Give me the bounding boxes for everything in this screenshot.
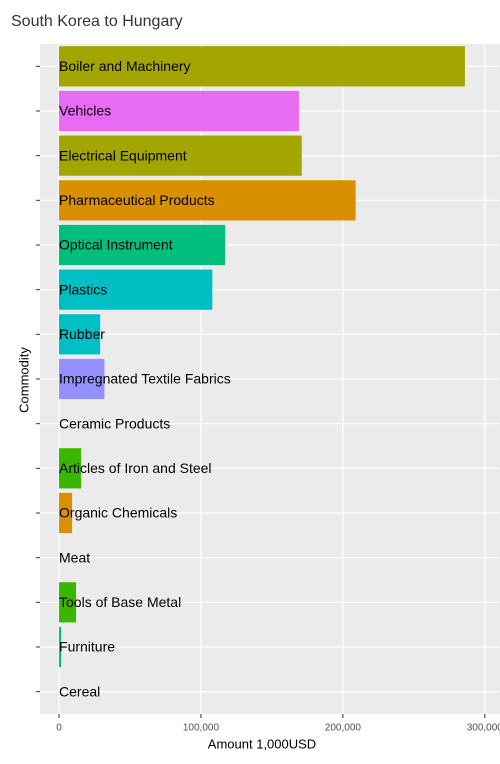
bar-label: Organic Chemicals: [59, 505, 177, 521]
bar: [59, 492, 73, 534]
bar: [59, 448, 82, 489]
bar: [59, 224, 226, 266]
bar-label: Optical Instrument: [59, 237, 173, 253]
bar: [59, 626, 62, 668]
bar-label: Pharmaceutical Products: [59, 192, 215, 208]
y-axis-title: Commodity: [16, 347, 31, 413]
bar: [59, 582, 77, 623]
bar-label: Vehicles: [59, 103, 111, 119]
bar-label: Furniture: [59, 639, 115, 655]
bar: [59, 358, 105, 400]
bar-label: Cereal: [59, 683, 100, 699]
chart-title: South Korea to Hungary: [11, 13, 183, 30]
bar-label: Plastics: [59, 281, 107, 297]
bar: [59, 180, 356, 221]
bar-label: Impregnated Textile Fabrics: [59, 371, 231, 387]
bar-label: Rubber: [59, 326, 105, 342]
x-tick-label: 100,000: [183, 723, 220, 734]
bar-label: Meat: [59, 549, 90, 565]
x-tick-label: 300,000: [467, 723, 500, 734]
bar: [59, 314, 101, 355]
bar: [59, 46, 465, 87]
bar-label: Boiler and Machinery: [59, 58, 191, 74]
bar-label: Tools of Base Metal: [59, 594, 181, 610]
bar: [59, 135, 302, 176]
x-axis-title: Amount 1,000USD: [208, 736, 316, 751]
bar: [59, 90, 299, 132]
x-tick-label: 200,000: [325, 723, 362, 734]
x-tick-label: 0: [56, 723, 62, 734]
bar: [59, 269, 213, 310]
bar-label: Ceramic Products: [59, 415, 170, 431]
bar-label: Articles of Iron and Steel: [59, 460, 212, 476]
bar-label: Electrical Equipment: [59, 147, 187, 163]
